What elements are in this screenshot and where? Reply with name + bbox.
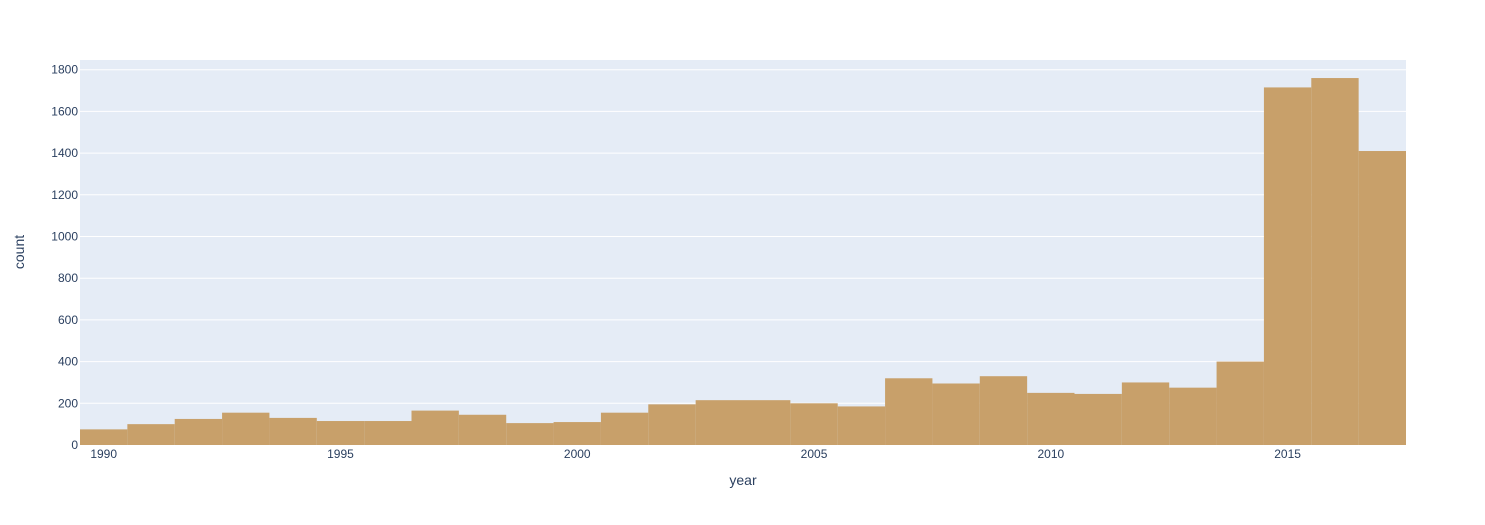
y-tick-label: 200 <box>58 396 78 410</box>
histogram-bar <box>506 423 554 445</box>
y-axis-title: count <box>11 235 27 269</box>
histogram-bar <box>458 414 507 445</box>
histogram-bar <box>932 383 980 445</box>
y-tick-labels: 0 200 400 600 800 1000 1200 1400 1600 1800 <box>51 63 78 452</box>
histogram-bar <box>127 424 175 445</box>
histogram-bar <box>648 404 696 445</box>
histogram-bar <box>1216 361 1264 445</box>
x-tick-label: 1990 <box>90 447 117 461</box>
histogram-bar <box>1169 387 1217 445</box>
histogram-bar <box>411 410 459 445</box>
x-tick-label: 2015 <box>1274 447 1301 461</box>
histogram-bar <box>174 418 223 445</box>
histogram-bar <box>743 400 791 445</box>
histogram-bar <box>1358 151 1406 445</box>
y-tick-label: 600 <box>58 313 78 327</box>
histogram-bar <box>600 412 649 445</box>
bars <box>80 78 1406 446</box>
x-tick-label: 1995 <box>327 447 354 461</box>
histogram-bar <box>1074 393 1122 445</box>
x-axis-title: year <box>729 472 757 488</box>
histogram-bar <box>885 378 933 445</box>
gridlines <box>80 69 1406 404</box>
y-tick-label: 1600 <box>51 104 78 118</box>
histogram-bar <box>695 400 743 445</box>
histogram-bar <box>553 422 601 445</box>
y-tick-label: 400 <box>58 355 78 369</box>
y-tick-label: 1800 <box>51 63 78 77</box>
histogram-bar <box>790 403 838 445</box>
histogram-bar <box>222 412 270 445</box>
y-tick-label: 0 <box>71 438 78 452</box>
histogram-bar <box>364 421 412 445</box>
x-tick-labels: 1990 1995 2000 2005 2010 2015 <box>90 447 1301 461</box>
x-tick-label: 2010 <box>1037 447 1064 461</box>
histogram-bar <box>979 376 1028 445</box>
y-tick-label: 1400 <box>51 146 78 160</box>
x-tick-label: 2005 <box>801 447 828 461</box>
y-tick-label: 800 <box>58 271 78 285</box>
plot-background <box>80 60 1406 445</box>
histogram-bar <box>837 406 886 445</box>
histogram-bar <box>1263 87 1312 446</box>
y-tick-label: 1200 <box>51 188 78 202</box>
histogram-bar <box>269 417 317 445</box>
histogram-bar <box>1311 78 1359 445</box>
histogram-bar <box>80 429 128 445</box>
histogram-bar <box>1027 392 1075 445</box>
x-tick-label: 2000 <box>564 447 591 461</box>
y-tick-label: 1000 <box>51 230 78 244</box>
histogram-bar <box>1121 382 1170 445</box>
histogram-bar <box>316 421 365 445</box>
